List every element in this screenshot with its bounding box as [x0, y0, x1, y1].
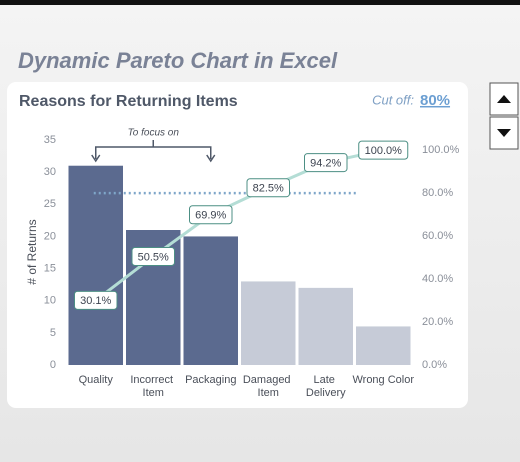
value-label: 69.9%: [195, 210, 226, 222]
y-tick-label: 5: [50, 327, 56, 339]
bar: [241, 281, 296, 365]
bracket-arrows: [91, 154, 216, 163]
down-arrow: [497, 129, 511, 137]
cutoff-label: Cut off:: [372, 92, 414, 107]
y-tick-label: 20: [44, 230, 56, 242]
top-edge: [0, 0, 520, 5]
y2-tick-label: 40.0%: [422, 273, 453, 285]
value-label: 100.0%: [365, 145, 403, 157]
y-tick-label: 25: [44, 198, 56, 210]
annotation: To focus on: [128, 128, 180, 139]
y-axis-label: # of Returns: [25, 219, 39, 284]
y2-tick-label: 20.0%: [422, 316, 453, 328]
spin-up[interactable]: [489, 82, 519, 116]
y-tick-label: 30: [44, 166, 56, 178]
up-arrow: [497, 95, 511, 103]
bracket: [95, 140, 212, 159]
y2-tick-label: 100.0%: [422, 144, 460, 156]
value-label-box: [189, 205, 233, 225]
page-title: Dynamic Pareto Chart in Excel: [18, 48, 338, 73]
value-label-box: [74, 290, 118, 310]
value-label-box: [246, 178, 290, 198]
value-label: 50.5%: [138, 251, 169, 263]
y-tick-label: 10: [44, 295, 56, 307]
y-tick-label: 15: [44, 262, 56, 274]
x-tick-label: Damaged Item: [243, 374, 294, 399]
bar: [183, 236, 238, 365]
cutoff-value: 80%: [420, 92, 450, 109]
value-label-box: [358, 140, 409, 160]
bar: [68, 165, 123, 365]
x-tick-label: Incorrect Item: [130, 374, 176, 399]
value-label: 94.2%: [310, 157, 341, 169]
x-tick-label: Wrong Color: [352, 374, 414, 386]
value-label: 82.5%: [253, 183, 284, 195]
value-label-box: [131, 246, 175, 266]
bar: [356, 326, 411, 365]
x-tick-label: Packaging: [185, 374, 236, 386]
value-label-box: [304, 153, 348, 173]
bar: [298, 287, 353, 365]
spin-down[interactable]: [489, 116, 519, 150]
y2-tick-label: 60.0%: [422, 230, 453, 242]
value-label: 30.1%: [80, 295, 111, 307]
y2-tick-label: 80.0%: [422, 187, 453, 199]
y-tick-label: 35: [44, 134, 56, 146]
x-tick-label: Quality: [79, 374, 114, 386]
y2-tick-label: 0.0%: [422, 359, 447, 371]
y-tick-label: 0: [50, 359, 56, 371]
chart-title: Reasons for Returning Items: [19, 93, 238, 110]
x-tick-label: Late Delivery: [306, 374, 346, 399]
